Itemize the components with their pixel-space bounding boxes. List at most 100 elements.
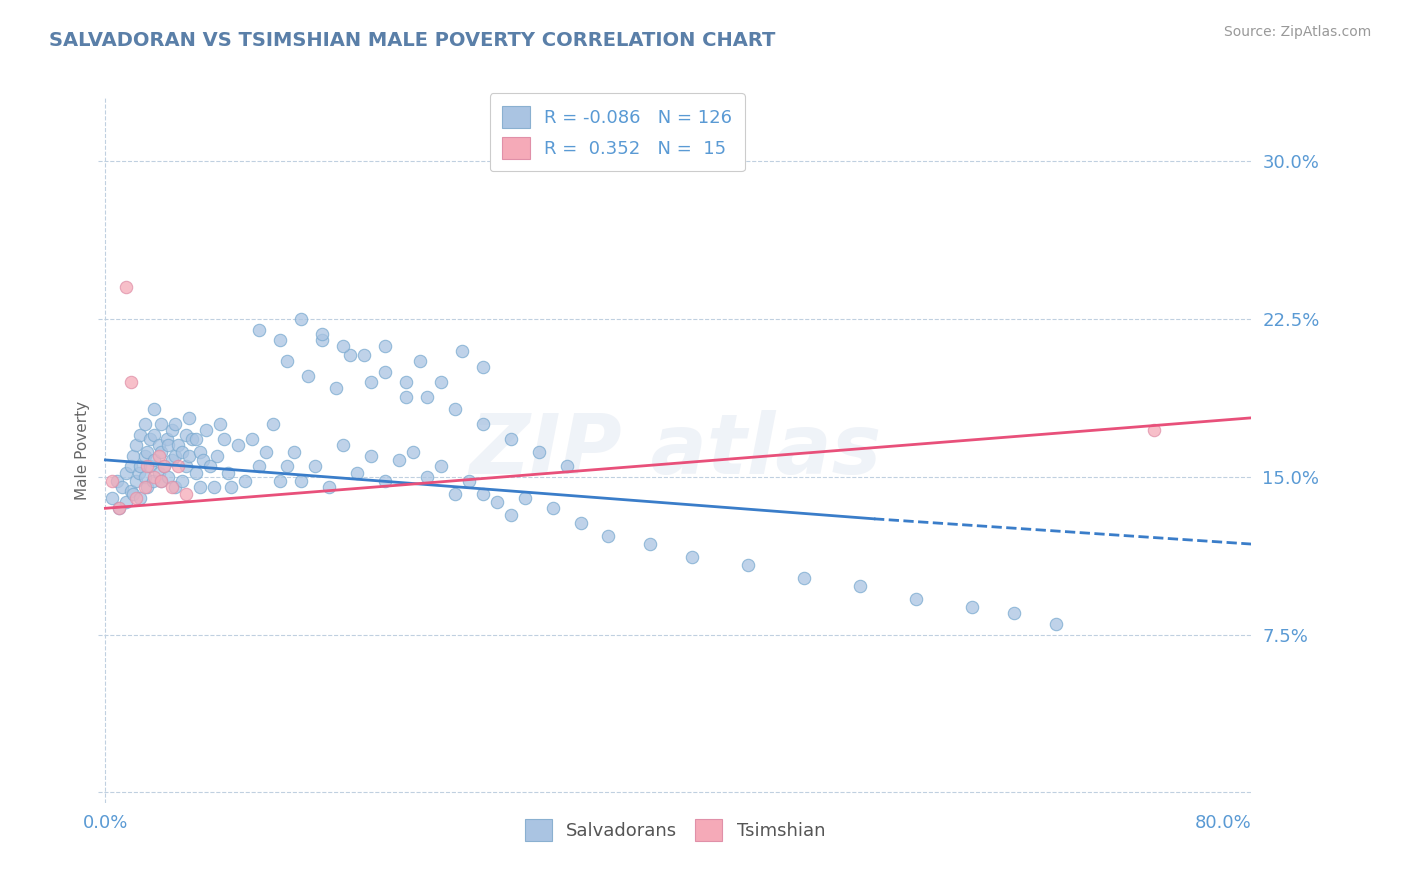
Point: [513, 491, 536, 505]
Point: [148, 438, 170, 452]
Point: [186, 432, 208, 446]
Legend: Salvadorans, Tsimshian: Salvadorans, Tsimshian: [516, 810, 834, 850]
Point: [395, 390, 418, 404]
Point: [311, 333, 333, 347]
Point: [904, 591, 927, 606]
Point: [1142, 424, 1164, 438]
Point: [111, 480, 134, 494]
Point: [136, 480, 159, 494]
Point: [276, 354, 298, 368]
Point: [388, 453, 411, 467]
Point: [360, 375, 382, 389]
Point: [122, 486, 145, 500]
Point: [172, 444, 194, 458]
Point: [134, 480, 156, 494]
Point: [165, 449, 187, 463]
Point: [115, 280, 138, 294]
Point: [134, 449, 156, 463]
Point: [443, 402, 465, 417]
Point: [304, 459, 326, 474]
Text: ZIP atlas: ZIP atlas: [468, 410, 882, 491]
Point: [162, 480, 184, 494]
Point: [120, 375, 142, 389]
Point: [297, 368, 319, 383]
Point: [793, 571, 815, 585]
Point: [101, 491, 124, 505]
Point: [283, 444, 305, 458]
Point: [450, 343, 472, 358]
Point: [122, 449, 145, 463]
Point: [247, 322, 270, 336]
Point: [325, 381, 347, 395]
Point: [247, 459, 270, 474]
Point: [129, 491, 152, 505]
Point: [1002, 607, 1025, 621]
Point: [541, 501, 564, 516]
Point: [339, 348, 361, 362]
Point: [193, 453, 215, 467]
Point: [142, 474, 165, 488]
Point: [165, 480, 187, 494]
Point: [143, 453, 166, 467]
Point: [471, 360, 494, 375]
Point: [150, 444, 173, 458]
Point: [167, 438, 190, 452]
Point: [105, 474, 128, 488]
Text: Source: ZipAtlas.com: Source: ZipAtlas.com: [1223, 25, 1371, 39]
Point: [129, 427, 152, 442]
Point: [150, 474, 173, 488]
Point: [148, 466, 170, 480]
Point: [143, 402, 166, 417]
Point: [443, 486, 465, 500]
Point: [134, 469, 156, 483]
Point: [262, 417, 284, 432]
Point: [120, 484, 142, 499]
Point: [233, 474, 256, 488]
Point: [353, 348, 375, 362]
Point: [156, 432, 179, 446]
Point: [395, 375, 418, 389]
Point: [120, 459, 142, 474]
Point: [202, 480, 225, 494]
Point: [136, 444, 159, 458]
Point: [311, 326, 333, 341]
Point: [134, 417, 156, 432]
Point: [186, 466, 208, 480]
Point: [125, 491, 148, 505]
Point: [499, 508, 522, 522]
Point: [162, 424, 184, 438]
Point: [960, 600, 983, 615]
Point: [190, 480, 212, 494]
Point: [150, 417, 173, 432]
Point: [569, 516, 592, 530]
Point: [416, 390, 439, 404]
Point: [416, 469, 439, 483]
Point: [640, 537, 662, 551]
Point: [150, 474, 173, 488]
Point: [485, 495, 508, 509]
Point: [181, 432, 204, 446]
Point: [200, 459, 222, 474]
Point: [115, 495, 138, 509]
Point: [374, 365, 396, 379]
Point: [157, 438, 180, 452]
Point: [276, 459, 298, 474]
Point: [108, 501, 131, 516]
Point: [471, 486, 494, 500]
Point: [737, 558, 759, 573]
Point: [471, 417, 494, 432]
Point: [332, 438, 354, 452]
Point: [332, 339, 354, 353]
Point: [205, 449, 228, 463]
Point: [290, 312, 312, 326]
Point: [217, 466, 239, 480]
Point: [240, 432, 263, 446]
Point: [409, 354, 432, 368]
Point: [143, 427, 166, 442]
Point: [165, 417, 187, 432]
Point: [555, 459, 578, 474]
Point: [269, 333, 291, 347]
Point: [176, 459, 198, 474]
Text: SALVADORAN VS TSIMSHIAN MALE POVERTY CORRELATION CHART: SALVADORAN VS TSIMSHIAN MALE POVERTY COR…: [49, 31, 776, 50]
Point: [176, 486, 198, 500]
